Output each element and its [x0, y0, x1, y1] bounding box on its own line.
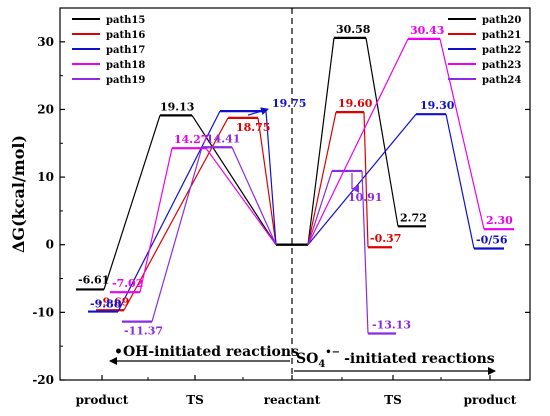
path18-product-value-label: -7.02	[112, 277, 143, 290]
legend-label-path17: path17	[106, 45, 145, 56]
oh-reaction-label: •OH-initiated reactions	[114, 344, 299, 360]
path19-ts-value-label: 14.41	[206, 132, 240, 145]
so4-label-sub: 4	[318, 359, 325, 370]
series-path21	[307, 111, 392, 249]
x-tick-label: product	[76, 393, 129, 407]
path16-ts-value-label: 18.75	[236, 121, 270, 134]
so4-reaction-label: SO4•− -initiated reactions	[296, 347, 495, 370]
so4-label-sup: •−	[325, 347, 340, 358]
path20-product-value-label: 2.72	[400, 211, 427, 224]
legend-label-path22: path22	[482, 45, 521, 56]
path16-product-value-label: -9.69	[98, 295, 129, 308]
y-tick-label: -20	[32, 373, 54, 387]
x-axis: product TS reactant TS product	[76, 375, 517, 407]
path24-connector-ts-product	[361, 170, 369, 334]
path22-ts-value-label: 19.30	[420, 99, 455, 112]
path15-connector-ts-product	[103, 115, 161, 290]
path16-connector-ts-product	[123, 117, 229, 311]
series-layer	[76, 36, 514, 335]
legend-label-path23: path23	[482, 60, 521, 71]
path17-ts-value-label: 19.75	[272, 97, 306, 110]
path23-product-value-label: 2.30	[486, 214, 513, 227]
path23-connector-ts-product	[439, 38, 485, 230]
y-tick-label: -10	[32, 305, 54, 319]
legend-right: path20 path21 path22 path23 path24	[448, 15, 521, 86]
legend-label-path19: path19	[106, 75, 145, 86]
series-path16	[96, 116, 277, 312]
path16-connector-reactant-ts	[257, 117, 277, 245]
plot-frame	[59, 7, 531, 381]
legend-label-path24: path24	[482, 75, 521, 86]
legend-label-path20: path20	[482, 15, 521, 26]
y-axis-title: ΔG(kcal/mol)	[9, 135, 28, 253]
series-path15	[76, 114, 277, 291]
path24-ts-value-label: 10.91	[348, 191, 382, 204]
path21-connector-reactant-ts	[307, 112, 337, 245]
value-labels: 19.13 -6.61 18.75 -9.69 19.75 -9.88 14.27 -7.02…	[78, 23, 513, 338]
y-axis: -20 -10 0 10 20 30	[32, 35, 530, 387]
path21-ts-value-label: 19.60	[338, 97, 373, 110]
path22-product-value-label: -0/56	[476, 234, 508, 247]
path17-label-pointer	[247, 107, 269, 116]
path18-ts-value-label: 14.27	[174, 133, 208, 146]
y-tick-label: 0	[46, 238, 54, 252]
series-path17	[88, 110, 277, 313]
legend-label-path18: path18	[106, 60, 145, 71]
path17-product-value-label: -9.88	[90, 298, 122, 311]
path20-connector-reactant-ts	[307, 37, 335, 245]
x-tick-label: reactant	[264, 393, 321, 407]
path15-product-value-label: -6.61	[78, 273, 109, 286]
path19-connector-ts-product	[151, 147, 203, 322]
x-tick-label: product	[464, 393, 517, 407]
path18-connector-reactant-ts	[205, 147, 277, 246]
path24-product-value-label: -13.13	[372, 319, 411, 332]
path20-connector-ts-product	[365, 37, 399, 227]
y-tick-label: 30	[37, 35, 54, 49]
path24-connector-reactant-ts	[307, 170, 333, 245]
series-path20	[307, 36, 426, 245]
series-path23	[307, 37, 514, 245]
y-tick-label: 20	[37, 102, 54, 116]
path17-connector-ts-product	[117, 110, 221, 312]
path18-connector-ts-product	[139, 148, 173, 293]
legend-label-path15: path15	[106, 15, 145, 26]
series-path18	[110, 147, 277, 294]
y-tick-label: 10	[37, 170, 54, 184]
path20-ts-value-label: 30.58	[336, 23, 371, 36]
legend-label-path16: path16	[106, 30, 145, 41]
path17-connector-reactant-ts	[265, 111, 277, 245]
path19-connector-reactant-ts	[231, 147, 277, 245]
legend-label-path21: path21	[482, 30, 521, 41]
path22-connector-ts-product	[445, 114, 475, 249]
series-path24	[307, 169, 396, 335]
reaction-arrows: •OH-initiated reactions SO4•− -initiated …	[109, 344, 496, 375]
x-tick-label: TS	[186, 393, 204, 407]
legend-left: path15 path16 path17 path18 path19	[72, 15, 145, 86]
so4-label-main: SO	[296, 351, 318, 367]
x-tick-label: TS	[384, 393, 402, 407]
path19-product-value-label: -11.37	[124, 325, 163, 338]
path21-product-value-label: -0.37	[370, 232, 401, 245]
path21-connector-ts-product	[363, 112, 369, 248]
path23-connector-reactant-ts	[307, 38, 409, 245]
path15-ts-value-label: 19.13	[160, 100, 194, 113]
so4-label-tail: -initiated reactions	[344, 351, 495, 367]
path23-ts-value-label: 30.43	[410, 24, 444, 37]
series-path19	[122, 146, 277, 323]
path15-connector-reactant-ts	[191, 115, 277, 246]
series-path22	[307, 113, 504, 250]
